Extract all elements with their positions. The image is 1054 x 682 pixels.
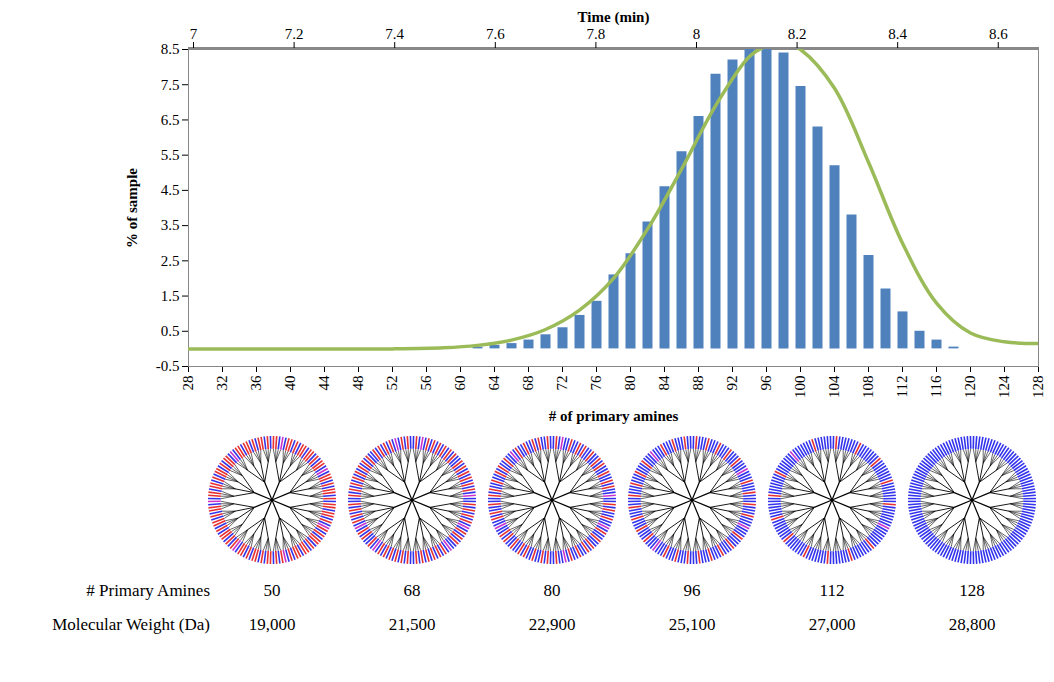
html-text:27,000: 27,000 <box>808 615 856 634</box>
svg-text:44: 44 <box>316 375 332 391</box>
svg-text:7.4: 7.4 <box>385 26 404 42</box>
svg-text:40: 40 <box>282 376 298 391</box>
html-text:25,100: 25,100 <box>668 615 716 634</box>
svg-text:3.5: 3.5 <box>161 217 180 233</box>
html-text:28,800: 28,800 <box>948 615 996 634</box>
svg-text:36: 36 <box>248 375 264 391</box>
svg-text:64: 64 <box>486 375 502 391</box>
html-text:# Primary Amines: # Primary Amines <box>86 581 210 600</box>
svg-text:124: 124 <box>996 375 1012 398</box>
html-text:96: 96 <box>683 581 701 600</box>
html-text:128: 128 <box>959 581 985 600</box>
svg-text:7.2: 7.2 <box>285 26 304 42</box>
svg-text:# of primary amines: # of primary amines <box>549 408 679 424</box>
svg-text:56: 56 <box>418 375 434 391</box>
svg-text:8: 8 <box>693 26 701 42</box>
svg-text:8.4: 8.4 <box>888 26 907 42</box>
svg-text:5.5: 5.5 <box>161 147 180 163</box>
svg-text:96: 96 <box>758 375 774 391</box>
svg-text:-0.5: -0.5 <box>156 358 180 374</box>
svg-text:8.6: 8.6 <box>989 26 1008 42</box>
svg-text:6.5: 6.5 <box>161 112 180 128</box>
html-text:22,900: 22,900 <box>528 615 576 634</box>
svg-text:128: 128 <box>1030 376 1046 399</box>
svg-text:116: 116 <box>928 375 944 397</box>
svg-text:80: 80 <box>622 376 638 391</box>
svg-text:76: 76 <box>588 375 604 391</box>
svg-text:7.5: 7.5 <box>161 77 180 93</box>
html-text:80: 80 <box>543 581 561 600</box>
svg-text:Time (min): Time (min) <box>578 9 650 26</box>
html-text:112: 112 <box>819 581 845 600</box>
svg-text:60: 60 <box>452 376 468 391</box>
svg-text:92: 92 <box>724 376 740 391</box>
html-text:Molecular Weight (Da): Molecular Weight (Da) <box>52 615 210 634</box>
svg-text:68: 68 <box>520 376 536 391</box>
svg-text:8.5: 8.5 <box>161 41 180 57</box>
html-text:68: 68 <box>403 581 421 600</box>
svg-text:28: 28 <box>180 376 196 391</box>
svg-text:84: 84 <box>656 375 672 391</box>
svg-text:32: 32 <box>214 376 230 391</box>
html-text:19,000: 19,000 <box>248 615 296 634</box>
svg-text:104: 104 <box>826 375 842 398</box>
svg-text:1.5: 1.5 <box>161 288 180 304</box>
html-text:50: 50 <box>263 581 281 600</box>
svg-text:88: 88 <box>690 376 706 391</box>
svg-text:4.5: 4.5 <box>161 182 180 198</box>
html-text:21,500: 21,500 <box>388 615 436 634</box>
svg-text:7.6: 7.6 <box>486 26 505 42</box>
svg-text:7.8: 7.8 <box>587 26 606 42</box>
svg-text:120: 120 <box>962 376 978 399</box>
svg-text:52: 52 <box>384 376 400 391</box>
svg-text:0.5: 0.5 <box>161 323 180 339</box>
svg-text:100: 100 <box>792 376 808 399</box>
svg-text:72: 72 <box>554 376 570 391</box>
svg-text:112: 112 <box>894 376 910 398</box>
svg-text:7: 7 <box>190 26 198 42</box>
svg-text:2.5: 2.5 <box>161 253 180 269</box>
svg-text:% of sample: % of sample <box>124 168 140 248</box>
svg-text:48: 48 <box>350 376 366 391</box>
svg-text:8.2: 8.2 <box>788 26 807 42</box>
svg-text:108: 108 <box>860 376 876 399</box>
